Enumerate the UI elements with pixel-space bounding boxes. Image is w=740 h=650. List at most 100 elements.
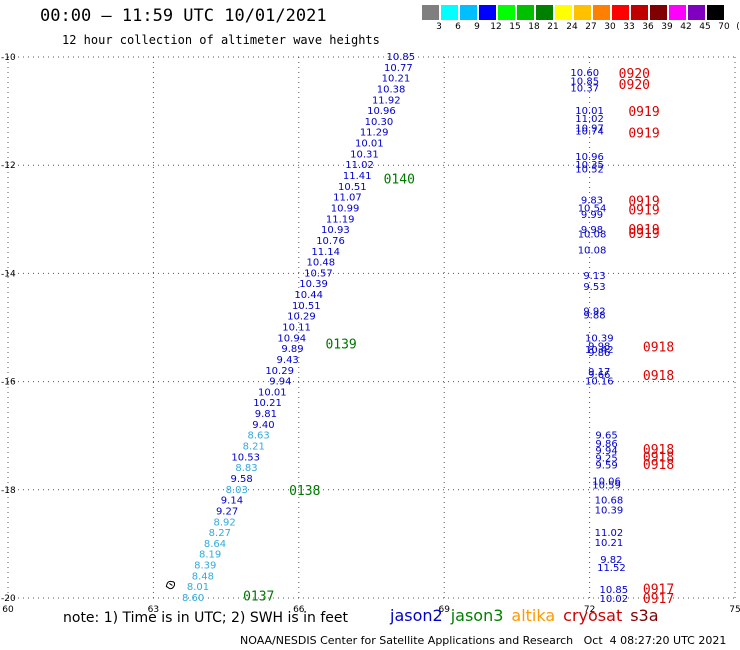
- swh-label: 11.07: [333, 193, 362, 204]
- colorbar-label: 36: [642, 22, 654, 32]
- swh-label: 10.35: [575, 160, 604, 171]
- swh-label: 9.40: [252, 420, 274, 431]
- mission-legend-item: jason2: [390, 606, 443, 625]
- swh-label: 11.02: [595, 528, 624, 539]
- y-tick-label: -20: [1, 594, 16, 604]
- page-subtitle: 12 hour collection of altimeter wave hei…: [62, 33, 380, 47]
- swh-label: 9.43: [277, 355, 299, 366]
- pass-time-label: 0919: [628, 223, 659, 238]
- swh-label: 9.81: [255, 409, 277, 420]
- pass-time-label: 0919: [628, 204, 659, 219]
- colorbar-swatch: [688, 5, 705, 20]
- swh-label: 9.86: [588, 348, 610, 359]
- colorbar-label: 21: [547, 22, 559, 32]
- swh-label: 9.65: [595, 431, 617, 442]
- pass-time-label: 0919: [628, 127, 659, 142]
- swh-label: 8.83: [235, 463, 257, 474]
- swh-label: 11.41: [343, 171, 372, 182]
- swh-label: 10.60: [570, 68, 599, 79]
- colorbar-swatch: [612, 5, 629, 20]
- pass-time-label: 0919: [628, 105, 659, 120]
- swh-label: 9.86: [595, 439, 617, 450]
- swh-label: 10.54: [578, 203, 607, 214]
- swh-label: 8.21: [243, 442, 265, 453]
- swh-label: 10.01: [258, 387, 287, 398]
- colorbar-label: 18: [528, 22, 540, 32]
- swh-label: 11.29: [360, 128, 389, 139]
- pass-time-label: 0919: [628, 194, 659, 209]
- swh-label: 8.64: [204, 539, 226, 550]
- swh-label: 8.92: [214, 517, 236, 528]
- units-note: note: 1) Time is in UTC; 2) SWH is in fe…: [63, 610, 349, 626]
- x-tick-label: 60: [2, 605, 14, 615]
- swh-label: 10.85: [600, 585, 629, 596]
- swh-label: 10.76: [316, 236, 345, 247]
- swh-label: 10.30: [365, 117, 394, 128]
- swh-label: 9.88: [583, 311, 605, 322]
- swh-label: 8.60: [182, 593, 204, 604]
- colorbar-label: 39: [661, 22, 673, 32]
- swh-label: 10.01: [575, 106, 604, 117]
- swh-label: 10.97: [575, 123, 604, 134]
- swh-label: 9.59: [595, 460, 617, 471]
- pass-time-label: 0918: [643, 340, 674, 355]
- x-tick-label: 72: [584, 605, 595, 615]
- mission-legend-item: altika: [511, 606, 556, 625]
- pass-time-label: 0140: [384, 173, 415, 188]
- swh-label: 8.39: [194, 561, 216, 572]
- swh-label: 9.82: [600, 555, 622, 566]
- pass-time-label: 0918: [643, 450, 674, 465]
- pass-time-label: 0918: [643, 369, 674, 384]
- swh-label: 10.31: [350, 149, 379, 160]
- pass-time-label: 0919: [628, 227, 659, 242]
- swh-label: 10.29: [265, 366, 294, 377]
- colorbar-label: 12: [490, 22, 502, 32]
- swh-label: 10.85: [386, 52, 415, 63]
- swh-label: 9.17: [588, 367, 610, 378]
- pass-time-label: 0139: [325, 338, 356, 353]
- swh-label: 10.52: [575, 165, 604, 176]
- swh-label: 11.02: [345, 160, 374, 171]
- colorbar-swatch: [574, 5, 591, 20]
- swh-label: 8.63: [247, 431, 269, 442]
- swh-label: 9.27: [216, 506, 238, 517]
- swh-label: 9.98: [588, 341, 610, 352]
- colorbar-label: 3: [436, 22, 442, 32]
- colorbar-swatch: [536, 5, 553, 20]
- swh-label: 11.52: [597, 563, 626, 574]
- swh-label: 10.74: [575, 127, 604, 138]
- footer-credit: NOAA/NESDIS Center for Satellite Applica…: [240, 634, 727, 647]
- swh-label: 10.21: [382, 74, 411, 85]
- swh-label: 10.68: [595, 496, 624, 507]
- swh-label: 10.39: [585, 333, 614, 344]
- swh-label: 11.02: [575, 114, 604, 125]
- colorbar-label: 6: [455, 22, 461, 32]
- swh-label: 10.99: [331, 203, 360, 214]
- swh-label: 8.27: [209, 528, 231, 539]
- pass-time-label: 0138: [289, 484, 320, 499]
- swh-label: 10.06: [592, 477, 621, 488]
- colorbar-swatch: [593, 5, 610, 20]
- x-tick-label: 69: [438, 605, 450, 615]
- swh-label: 10.96: [367, 106, 396, 117]
- swh-label: 10.96: [575, 152, 604, 163]
- swh-label: 9.58: [230, 474, 252, 485]
- swh-label: 10.51: [292, 301, 321, 312]
- swh-label: 11.19: [326, 214, 355, 225]
- colorbar-swatch: [441, 5, 458, 20]
- swh-label: 10.29: [287, 312, 316, 323]
- swh-label: 10.53: [231, 452, 260, 463]
- swh-label: 10.94: [277, 333, 306, 344]
- colorbar-swatch: [422, 5, 439, 20]
- swh-label: 9.66: [588, 370, 610, 381]
- swh-label: 10.21: [253, 398, 282, 409]
- swh-label: 10.08: [578, 246, 607, 257]
- colorbar-label: 30: [604, 22, 616, 32]
- island-outline: [165, 580, 176, 590]
- swh-label: 10.16: [585, 377, 614, 388]
- swh-label: 10.77: [384, 63, 413, 74]
- pass-time-label: 0917: [643, 592, 674, 607]
- swh-label: 10.48: [307, 258, 336, 269]
- page-title: 00:00 — 11:59 UTC 10/01/2021: [40, 6, 327, 26]
